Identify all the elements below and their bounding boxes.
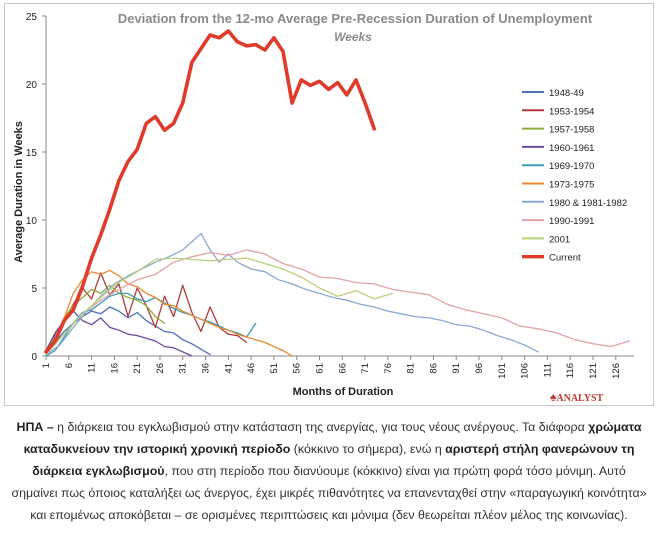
x-tick-label: 121 [588, 363, 599, 379]
caption-emphasis-1: χρώματα καταδυκνείουν την ιστορική χρονι… [23, 420, 642, 456]
x-tick-label: 101 [497, 363, 508, 379]
x-tick-label: 26 [155, 363, 166, 374]
x-axis-label: Months of Duration [293, 386, 394, 398]
x-tick-label: 91 [451, 363, 462, 374]
legend-label: 1980 & 1981-1982 [549, 198, 627, 209]
series-line-current [44, 29, 377, 354]
x-tick-label: 41 [223, 363, 234, 374]
x-tick-label: 21 [132, 363, 143, 374]
x-tick-label: 51 [269, 363, 280, 374]
caption-lead: ΗΠΑ – [16, 420, 58, 434]
legend-label: 1957-1958 [549, 125, 594, 136]
x-tick-label: 111 [542, 363, 553, 377]
x-tick-label: 81 [406, 363, 417, 374]
x-tick-label: 31 [178, 363, 189, 374]
y-tick-label: 5 [31, 284, 37, 295]
x-tick-label: 6 [64, 363, 75, 368]
series-layer [44, 29, 631, 357]
legend-label: 1969-1970 [549, 161, 594, 172]
x-tick-label: 16 [109, 363, 120, 374]
y-tick-label: 25 [26, 12, 38, 23]
legend-label: 1960-1961 [549, 143, 594, 154]
series-line-1980-1981-1982 [45, 232, 539, 356]
series-line-1969-1970 [45, 292, 257, 357]
legend-label: 1990-1991 [549, 216, 594, 227]
y-tick-label: 20 [26, 80, 38, 91]
legend-label: Current [549, 253, 581, 264]
line-chart: Deviation from the 12-mo Average Pre-Rec… [13, 11, 634, 398]
legend-label: 2001 [549, 234, 570, 245]
x-tick-label: 116 [565, 363, 576, 378]
chart-frame: Deviation from the 12-mo Average Pre-Rec… [4, 3, 654, 406]
chart-subtitle: Weeks [334, 30, 372, 44]
series-line-1957-1958 [45, 284, 166, 352]
chart-title: Deviation from the 12-mo Average Pre-Rec… [118, 11, 593, 26]
y-axis-label: Average Duration in Weeks [13, 121, 25, 263]
caption-part-2: η διάρκεια του εγκλωβισμού στην κατάστασ… [57, 420, 589, 434]
series-line-2001 [45, 257, 394, 356]
logo-text: ANALYST [556, 393, 604, 404]
x-tick-label: 106 [520, 363, 531, 379]
x-tick-label: 11 [87, 363, 98, 373]
x-tick-label: 46 [246, 363, 257, 374]
caption-part-4: (κόκκινο το σήμερα), ενώ η [290, 442, 446, 456]
caption-emphasis-2: αριστερή στήλη φανερώνουν τη διάρκεια εγ… [32, 442, 635, 478]
x-tick-label: 1 [41, 363, 52, 368]
series-line-1990-1991 [45, 249, 631, 354]
legend-label: 1973-1975 [549, 180, 594, 191]
x-tick-label: 66 [337, 363, 348, 374]
x-tick-label: 36 [201, 363, 212, 374]
x-tick-label: 61 [314, 363, 325, 374]
legend-label: 1948-49 [549, 88, 584, 99]
x-tick-label: 76 [383, 363, 394, 374]
x-tick-label: 71 [360, 363, 371, 374]
caption-part-6: , που στη περίοδο που διανύουμε (κόκκινο… [11, 464, 647, 522]
y-tick-label: 10 [26, 216, 38, 227]
logo-mark-icon: ♠ [550, 390, 557, 404]
analyst-logo: ♠ANALYST [550, 390, 604, 404]
y-tick-label: 15 [26, 148, 38, 159]
x-tick-label: 56 [292, 363, 303, 374]
x-tick-label: 86 [428, 363, 439, 374]
y-tick-label: 0 [31, 352, 37, 363]
legend-label: 1953-1954 [549, 106, 594, 117]
x-tick-label: 96 [474, 363, 485, 374]
caption-text: ΗΠΑ – η διάρκεια του εγκλωβισμού στην κα… [8, 416, 650, 526]
legend: 1948-49 1953-1954 1957-1958 1960-1961 1969-1… [522, 88, 627, 264]
x-tick-label: 126 [611, 363, 622, 379]
